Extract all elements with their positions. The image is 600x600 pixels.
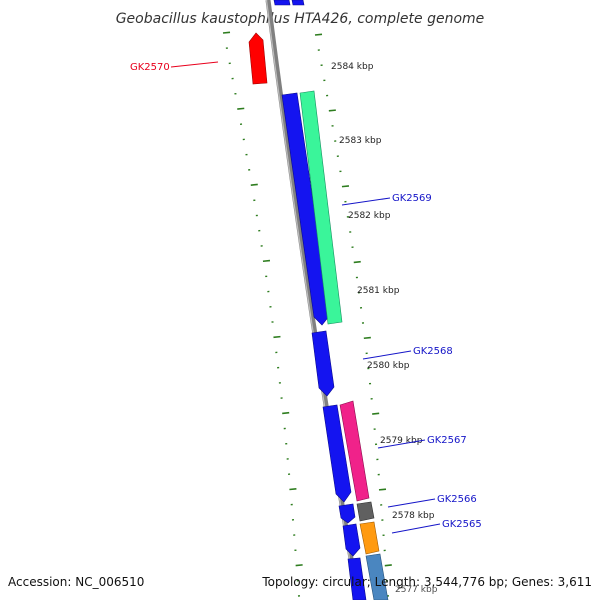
inner-track-major-tick — [314, 33, 323, 36]
leader-line-gk2570 — [170, 61, 219, 68]
gene-label-gk2570[interactable]: GK2570 — [130, 62, 170, 73]
scale-label: 2580 kbp — [367, 361, 410, 371]
outer-track-major-tick — [289, 487, 297, 491]
outer-track-major-tick — [250, 183, 258, 186]
leader-line-gk2569 — [341, 197, 391, 206]
gene-label-gk2565[interactable]: GK2565 — [442, 519, 482, 530]
inner-track-major-tick — [372, 412, 380, 415]
gene-label-gk2568[interactable]: GK2568 — [413, 346, 453, 357]
gene-arrow-blue-small-1[interactable] — [338, 503, 356, 524]
gene-arrow-gk2570[interactable] — [248, 32, 268, 85]
inner-track-major-tick — [384, 564, 392, 567]
leader-line-gk2568 — [362, 350, 412, 360]
outer-tick-track — [222, 31, 303, 597]
accession-text: Accession: NC_006510 — [8, 575, 144, 589]
forward-strand-genes — [273, 0, 389, 600]
scale-label: 2581 kbp — [357, 286, 400, 296]
gene-arrow-gk2566[interactable] — [356, 501, 375, 522]
scale-label: 2578 kbp — [392, 511, 435, 521]
gene-arrow-long-blue[interactable] — [281, 92, 331, 326]
gene-arrow-top-partial-2[interactable] — [291, 0, 305, 6]
inner-tick-track — [314, 33, 392, 597]
inner-track-major-tick — [378, 488, 387, 491]
inner-track-major-tick — [363, 336, 371, 340]
gene-arrow-top-partial[interactable] — [273, 0, 291, 6]
map-title: Geobacillus kaustophilus HTA426, complet… — [116, 11, 485, 27]
outer-track-major-tick — [295, 564, 303, 567]
gene-arrow-gk2568[interactable] — [311, 330, 335, 397]
inner-track-major-tick — [341, 185, 350, 188]
scale-label: 2584 kbp — [331, 62, 374, 72]
gene-arrow-gk2569[interactable] — [299, 90, 343, 325]
reverse-strand-genes — [248, 32, 268, 85]
outer-track-major-tick — [222, 31, 231, 34]
scale-label: 2582 kbp — [348, 211, 391, 221]
gene-label-gk2566[interactable]: GK2566 — [437, 494, 477, 505]
outer-track-major-tick — [282, 411, 290, 415]
gene-label-gk2567[interactable]: GK2567 — [427, 435, 467, 446]
leader-line-gk2566 — [387, 498, 436, 508]
inner-track-major-tick — [328, 109, 336, 112]
gene-label-gk2569[interactable]: GK2569 — [392, 193, 432, 204]
gene-labels: GK2570 GK2569 GK2568 GK2567 GK2566 GK256… — [130, 61, 482, 534]
outer-track-major-tick — [262, 259, 271, 263]
inner-track-major-tick — [353, 260, 361, 264]
gene-arrow-bottom-blue[interactable] — [347, 557, 367, 600]
gene-arrow-gk2567[interactable] — [339, 400, 370, 502]
topology-text: Topology: circular; Length: 3,544,776 bp… — [261, 575, 592, 589]
leader-line-gk2567 — [377, 439, 426, 449]
outer-track-major-tick — [273, 335, 281, 339]
gene-arrow-blue-mid[interactable] — [322, 404, 352, 503]
gene-arrow-gk2565[interactable] — [359, 521, 380, 555]
gene-arrow-blue-small-2[interactable] — [342, 523, 361, 557]
outer-track-major-tick — [237, 107, 245, 110]
scale-label: 2577 kbp — [395, 585, 438, 595]
leader-line-gk2565 — [391, 523, 441, 534]
scale-label: 2579 kbp — [380, 436, 423, 446]
gene-arrow-bottom-steel[interactable] — [365, 553, 389, 600]
scale-labels: 2584 kbp 2583 kbp 2582 kbp 2581 kbp 2580… — [331, 62, 438, 595]
scale-label: 2583 kbp — [339, 136, 382, 146]
